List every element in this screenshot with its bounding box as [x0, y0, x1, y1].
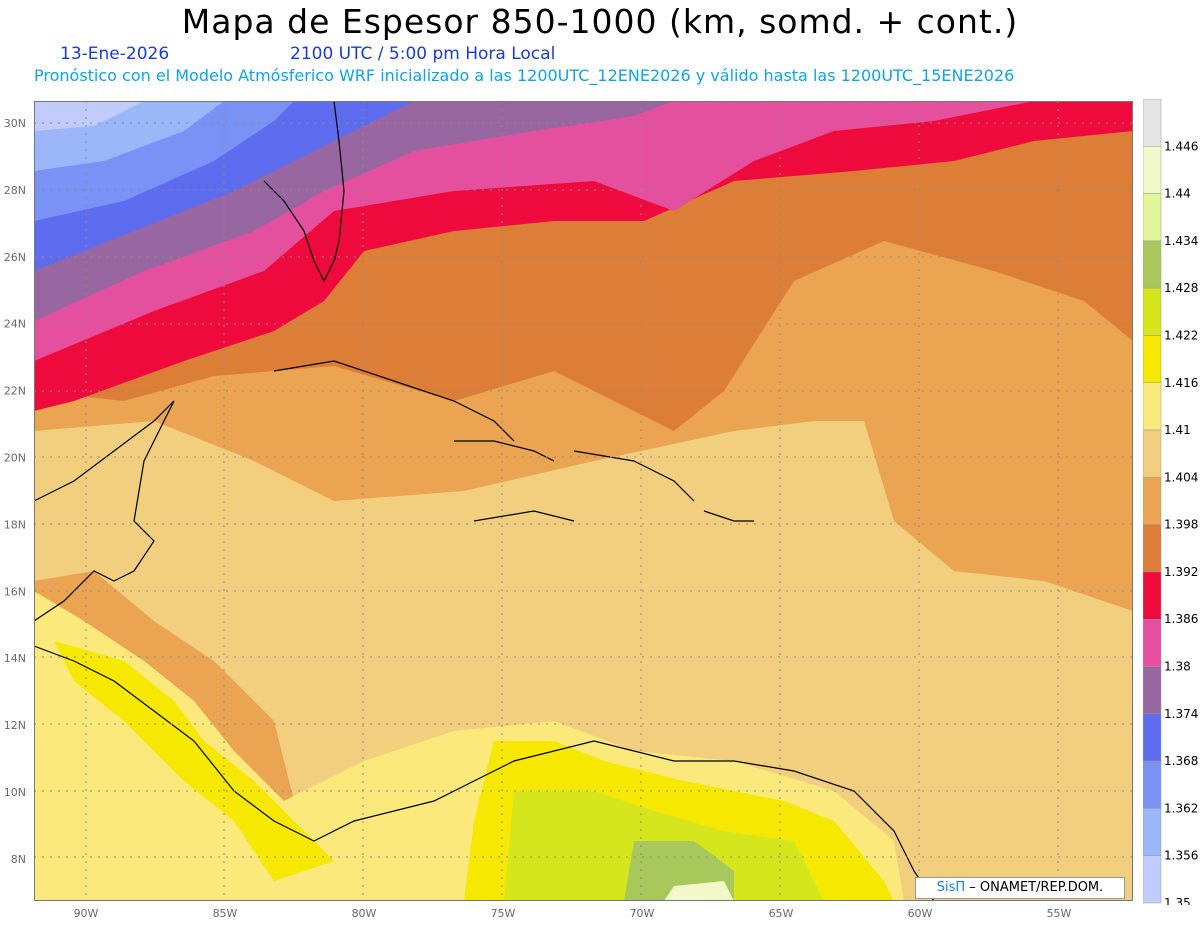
- map-title: Mapa de Espesor 850-1000 (km, somd. + co…: [181, 2, 1019, 41]
- lat-label: 30N: [4, 117, 26, 130]
- map-frame: [34, 101, 1133, 901]
- colorbar-swatch: [1143, 99, 1162, 147]
- lat-label: 16N: [4, 585, 26, 598]
- colorbar-swatch: [1143, 808, 1162, 856]
- lat-label: 8N: [11, 853, 26, 866]
- graticule: [34, 101, 1133, 901]
- colorbar-swatch: [1143, 193, 1162, 242]
- lat-label: 18N: [4, 518, 26, 531]
- lat-label: 20N: [4, 452, 26, 465]
- colorbar-swatch: [1143, 335, 1162, 384]
- colorbar-swatch: [1143, 713, 1162, 762]
- lon-label: 55W: [1047, 907, 1072, 920]
- colorbar-label: 1.398: [1164, 518, 1198, 532]
- lat-label: 10N: [4, 786, 26, 799]
- lon-label: 60W: [908, 907, 933, 920]
- colorbar-label: 1.428: [1164, 281, 1198, 295]
- colorbar-swatch: [1143, 382, 1162, 431]
- colorbar-label: 1.374: [1164, 707, 1198, 721]
- colorbar-label: 1.44: [1164, 187, 1191, 201]
- credit-box: SisΠ – ONAMET/REP.DOM.: [915, 877, 1125, 899]
- lat-label: 24N: [4, 318, 26, 331]
- colorbar-label: 1.362: [1164, 801, 1198, 815]
- colorbar-label: 1.404: [1164, 470, 1198, 484]
- lat-label: 22N: [4, 385, 26, 398]
- band-1350: [34, 101, 144, 131]
- colorbar-label: 1.386: [1164, 612, 1198, 626]
- colorbar-label: 1.35: [1164, 896, 1191, 905]
- colorbar-label: 1.368: [1164, 754, 1198, 768]
- band-1434-sa: [664, 881, 734, 901]
- colorbar-swatch: [1143, 287, 1162, 336]
- colorbar-swatch: [1143, 524, 1162, 573]
- colorbar-label: 1.446: [1164, 139, 1198, 153]
- lon-label: 70W: [630, 907, 655, 920]
- colorbar-label: 1.356: [1164, 849, 1198, 863]
- colorbar-label: 1.434: [1164, 234, 1198, 248]
- band-1416: [54, 641, 334, 881]
- colorbar-swatch: [1143, 240, 1162, 289]
- colorbar-swatch: [1143, 666, 1162, 715]
- colorbar-swatch: [1143, 477, 1162, 525]
- lat-label: 28N: [4, 184, 26, 197]
- colorbar-swatch: [1143, 571, 1162, 620]
- colorbar-label: 1.38: [1164, 660, 1191, 674]
- colorbar-swatch: [1143, 760, 1162, 809]
- lon-label: 90W: [74, 907, 99, 920]
- colorbar-label: 1.41: [1164, 423, 1191, 437]
- colorbar-label: 1.392: [1164, 565, 1198, 579]
- lon-label: 65W: [769, 907, 794, 920]
- lat-label: 26N: [4, 251, 26, 264]
- colorbar-label: 1.416: [1164, 376, 1198, 390]
- colorbar-swatch: [1143, 855, 1162, 904]
- lat-label: 14N: [4, 652, 26, 665]
- sispi-logo: SisΠ: [936, 880, 966, 895]
- forecast-description: Pronóstico con el Modelo Atmósferico WRF…: [34, 66, 1015, 85]
- colorbar: 1.446 1.44 1.434 1.428 1.422 1.416 1.41 1.404 1.…: [1143, 99, 1198, 905]
- credit-text: – ONAMET/REP.DOM.: [969, 880, 1104, 895]
- lon-label: 75W: [491, 907, 516, 920]
- valid-date: 13-Ene-2026: [60, 44, 170, 64]
- colorbar-swatch: [1143, 429, 1162, 478]
- thickness-map[interactable]: [34, 101, 1133, 901]
- coastlines: [34, 101, 935, 901]
- lat-label: 12N: [4, 719, 26, 732]
- lon-label: 80W: [352, 907, 377, 920]
- valid-time: 2100 UTC / 5:00 pm Hora Local: [290, 44, 556, 64]
- lon-label: 85W: [213, 907, 238, 920]
- colorbar-swatch: [1143, 146, 1162, 194]
- colorbar-swatch: [1143, 618, 1162, 667]
- colorbar-label: 1.422: [1164, 328, 1198, 342]
